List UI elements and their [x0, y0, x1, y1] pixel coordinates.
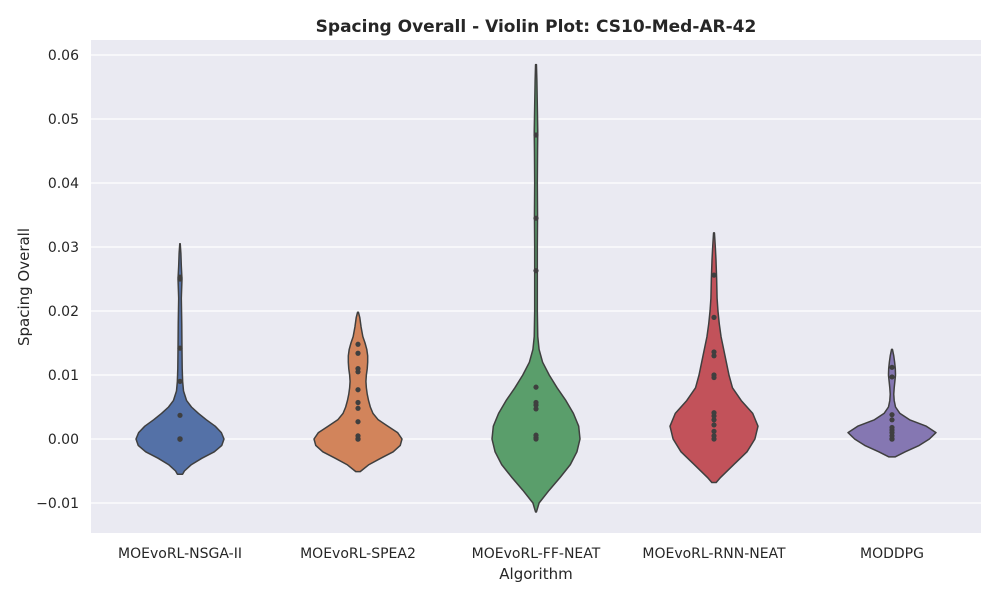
x-axis-title: Algorithm	[499, 565, 572, 583]
violins	[135, 63, 937, 513]
violin-3	[669, 232, 759, 484]
violin-point	[177, 378, 183, 384]
violin-point	[355, 341, 361, 347]
violin-point	[711, 410, 717, 416]
violin-point	[533, 132, 539, 138]
violin-point	[711, 422, 717, 428]
violin-0	[135, 243, 225, 475]
violin-point	[711, 314, 717, 320]
violin-point	[533, 399, 539, 406]
y-tick-label: −0.01	[36, 496, 79, 512]
chart-title: Spacing Overall - Violin Plot: CS10-Med-…	[316, 17, 757, 37]
violin-point	[711, 353, 717, 359]
violin-point	[533, 432, 539, 438]
violin-point	[533, 406, 539, 412]
x-tick-label: MOEvoRL-SPEA2	[300, 546, 416, 562]
violin-point	[355, 350, 361, 356]
y-axis-title: Spacing Overall	[15, 228, 33, 346]
x-tick-label: MOEvoRL-RNN-NEAT	[642, 546, 786, 562]
violin-4	[847, 348, 937, 458]
violin-point	[355, 405, 361, 411]
violin-body	[847, 348, 937, 458]
violin-point	[177, 274, 183, 280]
violin-point	[711, 428, 717, 434]
violin-point	[889, 412, 895, 418]
violin-point	[711, 372, 717, 378]
violin-point	[533, 268, 539, 274]
violin-point	[533, 384, 539, 390]
violin-point	[355, 419, 361, 425]
x-tick-label: MOEvoRL-NSGA-II	[118, 546, 242, 562]
violin-point	[889, 424, 895, 431]
violin-point	[711, 433, 717, 439]
x-tick-label: MOEvoRL-FF-NEAT	[472, 546, 601, 562]
y-tick-label: 0.03	[48, 240, 79, 256]
violin-point	[177, 436, 183, 442]
violin-body	[135, 243, 225, 475]
violin-point	[889, 364, 895, 370]
violin-point	[889, 374, 895, 380]
y-tick-labels: −0.01 0.00 0.01 0.02 0.03 0.04 0.05 0.06	[36, 48, 79, 512]
y-tick-label: 0.01	[48, 368, 79, 384]
violin-point	[889, 417, 895, 423]
violin-point	[711, 272, 717, 278]
violin-point	[177, 345, 183, 351]
y-tick-label: 0.00	[48, 432, 79, 448]
violin-body	[491, 63, 581, 513]
violin-point	[355, 387, 361, 393]
y-tick-label: 0.06	[48, 48, 79, 64]
x-tick-labels: MOEvoRL-NSGA-II MOEvoRL-SPEA2 MOEvoRL-FF-N…	[118, 546, 924, 562]
violin-point	[533, 215, 539, 221]
violin-2	[491, 63, 581, 513]
violin-point	[355, 399, 361, 406]
y-tick-label: 0.04	[48, 176, 79, 192]
violin-point	[711, 417, 717, 423]
violin-point	[355, 366, 361, 372]
x-tick-label: MODDPG	[860, 546, 924, 562]
violin-point	[355, 433, 361, 439]
y-tick-label: 0.05	[48, 112, 79, 128]
y-tick-label: 0.02	[48, 304, 79, 320]
violin-1	[313, 311, 403, 473]
violin-point	[177, 412, 183, 418]
violin-point	[711, 349, 717, 355]
